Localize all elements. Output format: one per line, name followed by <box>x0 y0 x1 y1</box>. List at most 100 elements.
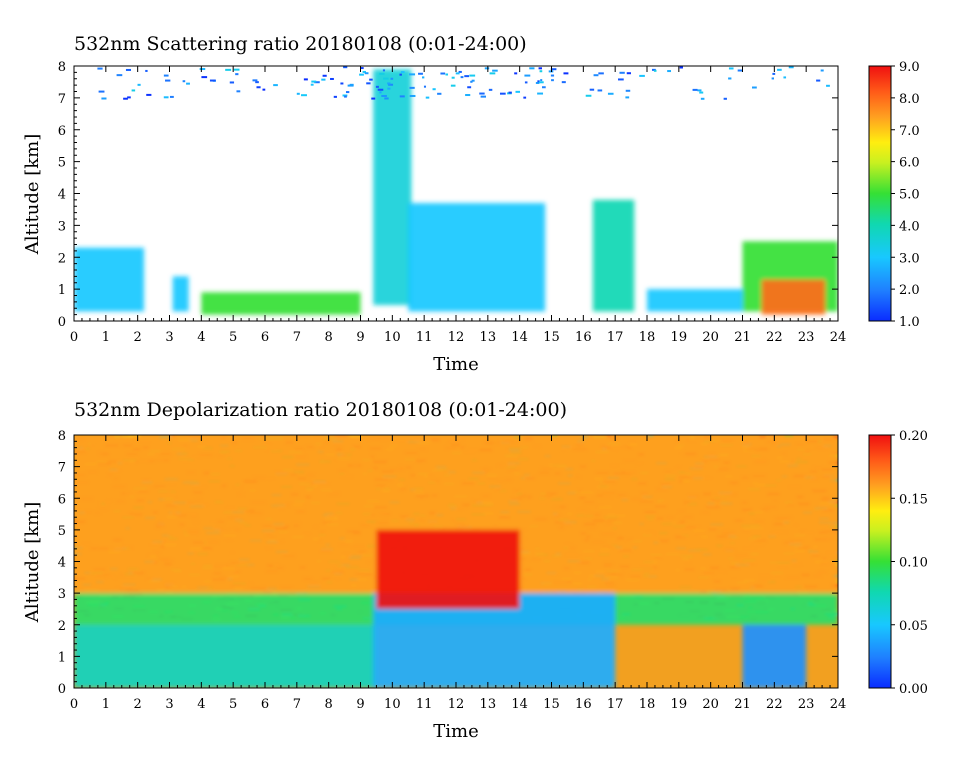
speckle-cell <box>163 96 169 99</box>
colorbar-tick-label: 2.0 <box>899 283 920 298</box>
speckle-cell <box>423 85 427 88</box>
speckle-cell <box>201 76 208 79</box>
x-tick-label: 15 <box>543 697 560 712</box>
y-tick-label: 7 <box>58 461 66 476</box>
speckle-cell <box>460 76 464 79</box>
speckle-cell <box>409 94 416 97</box>
y-tick-label: 5 <box>58 524 66 539</box>
heatmap-image <box>74 66 838 315</box>
speckle-cell <box>535 81 540 84</box>
x-tick-label: 13 <box>480 697 497 712</box>
x-tick-label: 4 <box>197 697 205 712</box>
speckle-cell <box>529 67 535 70</box>
speckle-cell <box>364 72 369 75</box>
heatmap-region <box>74 247 145 312</box>
x-tick-label: 0 <box>70 697 78 712</box>
y-tick-label: 3 <box>58 587 66 602</box>
x-tick-label: 19 <box>671 697 688 712</box>
speckle-cell <box>455 72 460 75</box>
speckle-cell <box>607 92 614 95</box>
chart-title: 532nm Depolarization ratio 20180108 (0:0… <box>74 399 567 421</box>
speckle-cell <box>409 86 415 89</box>
feature-layer <box>74 435 838 688</box>
speckle-cell <box>679 66 683 69</box>
speckle-cell <box>561 81 566 84</box>
speckle-cell <box>537 92 544 95</box>
speckle-cell <box>116 74 123 77</box>
speckle-cell <box>651 68 656 71</box>
speckle-cell <box>752 86 757 89</box>
x-tick-label: 7 <box>293 697 301 712</box>
x-tick-label: 8 <box>325 330 333 345</box>
speckle-cell <box>484 67 490 70</box>
x-tick-label: 10 <box>384 330 401 345</box>
speckle-cell <box>409 73 416 76</box>
y-tick-label: 3 <box>58 219 66 234</box>
y-tick-label: 6 <box>58 124 66 139</box>
heatmap-region <box>201 292 361 315</box>
x-tick-label: 22 <box>766 330 783 345</box>
speckle-cell <box>777 68 782 71</box>
speckle-cell <box>359 73 364 76</box>
speckle-cell <box>469 74 476 77</box>
speckle-cell <box>314 81 320 84</box>
speckle-cell <box>229 81 235 84</box>
speckle-cell <box>333 95 337 98</box>
x-tick-label: 11 <box>416 330 433 345</box>
y-tick-label: 1 <box>58 283 66 298</box>
speckle-cell <box>303 78 308 81</box>
speckle-layer <box>97 66 830 100</box>
speckle-cell <box>349 83 354 86</box>
y-tick-label: 6 <box>58 492 66 507</box>
speckle-cell <box>321 78 326 81</box>
speckle-cell <box>550 74 555 77</box>
x-tick-label: 1 <box>102 330 110 345</box>
speckle-cell <box>538 67 543 70</box>
speckle-cell <box>296 92 300 95</box>
speckle-cell <box>273 84 278 87</box>
colorbar-tick-label: 4.0 <box>899 219 920 234</box>
x-tick-label: 9 <box>356 330 364 345</box>
colorbar-tick-label: 8.0 <box>899 92 920 107</box>
speckle-cell <box>379 72 385 75</box>
x-tick-label: 10 <box>384 697 401 712</box>
heatmap-image <box>74 435 838 688</box>
speckle-cell <box>236 90 241 93</box>
speckle-cell <box>508 91 512 94</box>
speckle-cell <box>492 69 498 72</box>
x-tick-label: 5 <box>229 330 237 345</box>
speckle-cell <box>458 70 462 73</box>
heatmap-region <box>408 203 546 312</box>
speckle-cell <box>541 86 546 89</box>
x-tick-label: 3 <box>165 330 173 345</box>
speckle-cell <box>524 74 531 77</box>
x-tick-label: 3 <box>165 697 173 712</box>
speckle-cell <box>425 96 430 99</box>
speckle-cell <box>131 89 136 92</box>
speckle-cell <box>98 90 105 93</box>
speckle-cell <box>382 69 386 72</box>
x-tick-label: 21 <box>734 697 751 712</box>
x-tick-label: 18 <box>639 697 656 712</box>
y-tick-label: 0 <box>58 682 66 697</box>
x-axis-label: Time <box>433 721 478 742</box>
colorbar-ticks: 1.0 2.0 3.0 4.0 5.0 6.0 7.0 8.0 9.0 <box>891 60 920 330</box>
x-tick-label: 15 <box>543 330 560 345</box>
speckle-cell <box>537 80 540 83</box>
colorbar-tick-label: 6.0 <box>899 156 920 171</box>
speckle-cell <box>362 70 366 73</box>
x-tick-label: 13 <box>480 330 497 345</box>
y-tick-label: 0 <box>58 315 66 330</box>
y-tick-label: 7 <box>58 92 66 107</box>
speckle-cell <box>514 72 518 75</box>
speckle-cell <box>597 89 603 92</box>
speckle-cell <box>377 88 384 91</box>
x-tick-label: 7 <box>293 330 301 345</box>
speckle-cell <box>369 78 373 81</box>
speckle-cell <box>489 72 496 75</box>
speckle-cell <box>432 88 436 91</box>
speckle-cell <box>127 96 131 99</box>
speckle-cell <box>450 84 456 87</box>
speckle-cell <box>551 79 554 82</box>
